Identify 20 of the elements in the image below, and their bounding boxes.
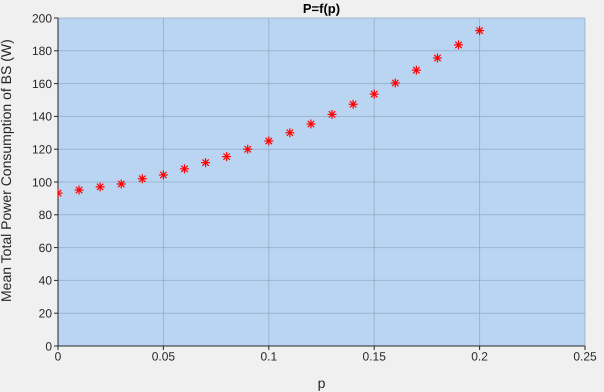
y-tick-label: 100 (32, 175, 52, 190)
chart-title: P=f(p) (302, 1, 342, 16)
x-axis-title: p (318, 375, 326, 391)
y-axis-title: Mean Total Power Consumption of BS (W) (0, 39, 14, 302)
y-tick-label: 140 (32, 110, 52, 124)
y-tick-label: 20 (38, 306, 52, 320)
x-tick-label: 0.25 (573, 350, 597, 364)
x-tick-label: 0.2 (471, 350, 488, 364)
y-tick-label: 180 (32, 44, 52, 58)
y-tick-label: 160 (32, 76, 52, 91)
x-tick-label: 0 (54, 350, 62, 364)
y-tick-label: 60 (38, 240, 52, 255)
x-tick-label: 0.05 (152, 350, 176, 364)
y-tick-label: 200 (32, 11, 52, 26)
y-tick-label: 120 (32, 142, 52, 156)
x-tick-label: 0.1 (260, 350, 278, 364)
y-tick-label: 80 (38, 208, 52, 222)
x-tick-label: 0.15 (362, 350, 386, 364)
y-tick-label: 40 (38, 274, 52, 288)
y-tick-label: 0 (45, 339, 52, 354)
